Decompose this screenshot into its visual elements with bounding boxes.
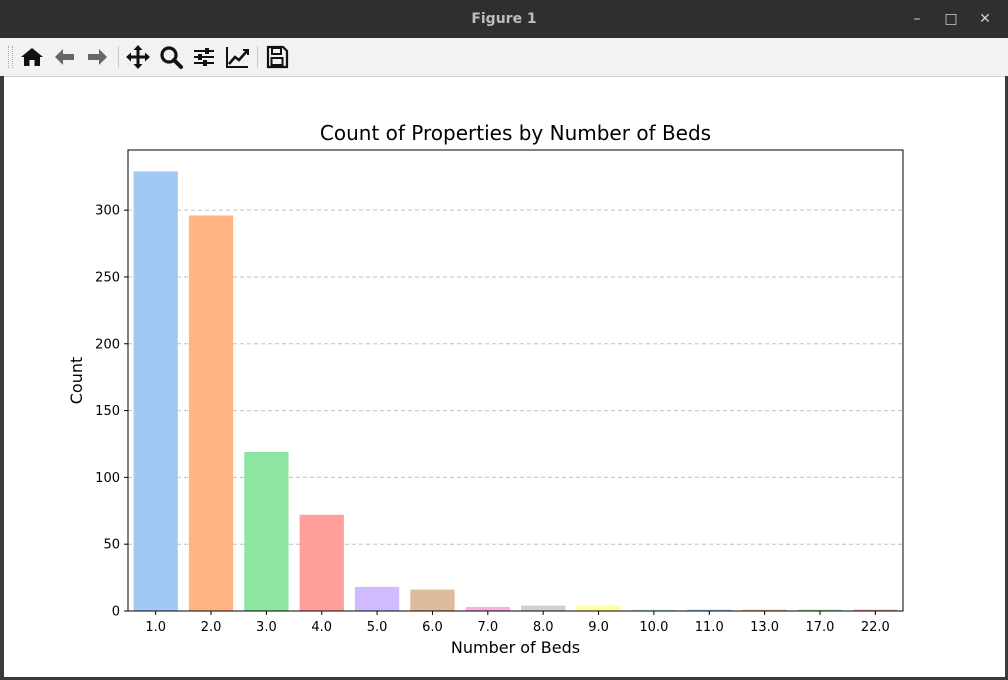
y-tick-label: 150 [95, 404, 120, 419]
bar-13.0[interactable] [742, 609, 787, 611]
x-tick-label: 3.0 [256, 620, 277, 635]
bar-17.0[interactable] [797, 609, 843, 611]
bar-8.0[interactable] [521, 605, 566, 611]
y-tick-label: 50 [103, 538, 120, 553]
x-tick-label: 9.0 [588, 620, 609, 635]
x-tick-label: 5.0 [367, 620, 388, 635]
toolbar-separator [257, 46, 258, 68]
x-tick-label: 13.0 [750, 620, 779, 635]
x-tick-label: 10.0 [639, 620, 668, 635]
bar-3.0[interactable] [244, 451, 289, 611]
window-edge [0, 677, 1008, 680]
figure-canvas[interactable]: 0 50 100 150 200 250 300 1.0 2.0 3.0 4.0 5.0 6.0 7.0 8… [4, 77, 1004, 677]
x-tick-label: 1.0 [145, 620, 166, 635]
title-bar[interactable]: Figure 1 – □ ✕ [0, 0, 1008, 38]
bar-9.0[interactable] [576, 605, 621, 611]
bar-11.0[interactable] [687, 609, 732, 611]
x-tick-label: 7.0 [477, 620, 498, 635]
bar-7.0[interactable] [465, 606, 510, 611]
y-axis-label: Count [67, 357, 86, 405]
bar-10.0[interactable] [631, 609, 677, 611]
y-tick-label: 0 [112, 605, 120, 620]
floppy-disk-icon[interactable] [263, 43, 291, 71]
arrow-left-icon[interactable] [51, 43, 79, 71]
x-tick-label: 22.0 [861, 620, 890, 635]
toolbar-separator [118, 46, 119, 68]
ticks: 0 50 100 150 200 250 300 1.0 2.0 3.0 4.0 5.0 6.0 7.0 8… [95, 204, 890, 635]
close-icon[interactable]: ✕ [979, 11, 991, 27]
axes-frame [127, 149, 904, 612]
magnifier-icon[interactable] [157, 43, 185, 71]
bar-4.0[interactable] [299, 514, 344, 611]
x-tick-label: 11.0 [695, 620, 724, 635]
y-tick-label: 300 [95, 204, 120, 219]
bar-1.0[interactable] [133, 171, 178, 611]
x-tick-label: 6.0 [422, 620, 443, 635]
navigation-toolbar [0, 38, 1008, 77]
x-tick-label: 17.0 [805, 620, 834, 635]
window-edge [1005, 76, 1008, 680]
toolbar-grip[interactable] [8, 46, 13, 68]
arrow-right-icon[interactable] [83, 43, 111, 71]
bar-22.0[interactable] [853, 609, 898, 611]
sliders-icon[interactable] [190, 43, 218, 71]
minimize-icon[interactable]: – [913, 11, 921, 27]
window-title: Figure 1 [471, 11, 537, 27]
bar-2.0[interactable] [188, 215, 234, 612]
x-axis-label: Number of Beds [451, 638, 580, 657]
window-edge [0, 76, 4, 680]
x-tick-label: 2.0 [201, 620, 222, 635]
bar-6.0[interactable] [410, 589, 455, 611]
y-tick-label: 100 [95, 471, 120, 486]
bars [133, 171, 898, 612]
home-icon[interactable] [18, 43, 46, 71]
bar-chart[interactable]: 0 50 100 150 200 250 300 1.0 2.0 3.0 4.0 5.0 6.0 7.0 8… [4, 77, 1004, 677]
x-tick-label: 4.0 [311, 620, 332, 635]
chart-title: Count of Properties by Number of Beds [320, 121, 711, 145]
x-tick-label: 8.0 [533, 620, 554, 635]
maximize-icon[interactable]: □ [944, 11, 958, 27]
bar-5.0[interactable] [354, 586, 400, 611]
y-tick-label: 200 [95, 337, 120, 352]
line-chart-icon[interactable] [223, 43, 251, 71]
move-icon[interactable] [124, 43, 152, 71]
y-tick-label: 250 [95, 270, 120, 285]
